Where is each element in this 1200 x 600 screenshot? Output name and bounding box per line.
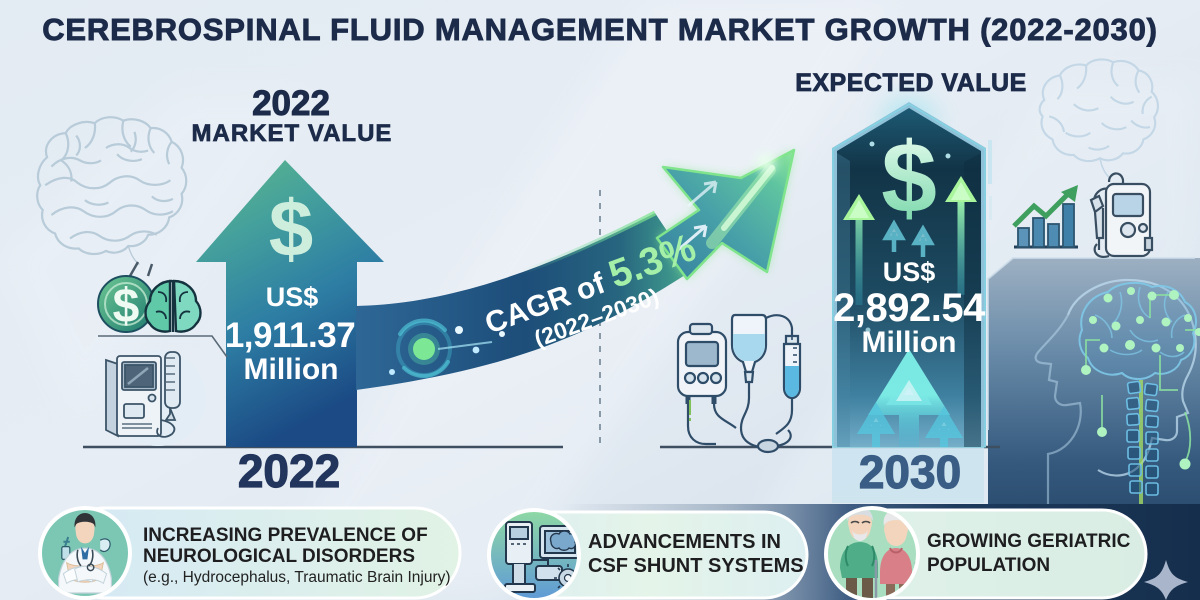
svg-text:US$: US$ <box>883 257 936 287</box>
svg-text:US$: US$ <box>266 282 319 312</box>
svg-text:MARKET VALUE: MARKET VALUE <box>192 120 393 147</box>
svg-text:CSF SHUNT SYSTEMS: CSF SHUNT SYSTEMS <box>588 555 804 577</box>
svg-text:2,892.54: 2,892.54 <box>833 286 986 330</box>
svg-text:$: $ <box>269 184 314 273</box>
svg-text:2030: 2030 <box>859 446 961 498</box>
svg-text:NEUROLOGICAL DISORDERS: NEUROLOGICAL DISORDERS <box>143 546 415 567</box>
svg-text:1,911.37: 1,911.37 <box>225 316 355 355</box>
svg-text:2022: 2022 <box>238 445 340 497</box>
svg-text:CEREBROSPINAL FLUID MANAGEMENT: CEREBROSPINAL FLUID MANAGEMENT MARKET GR… <box>42 12 1158 47</box>
svg-text:$: $ <box>881 122 937 234</box>
svg-text:POPULATION: POPULATION <box>927 555 1050 576</box>
svg-text:Million: Million <box>862 326 957 359</box>
svg-text:Million: Million <box>244 353 339 386</box>
svg-text:EXPECTED VALUE: EXPECTED VALUE <box>795 69 1027 97</box>
svg-text:ADVANCEMENTS IN: ADVANCEMENTS IN <box>588 531 781 553</box>
svg-text:(e.g., Hydrocephalus, Traumati: (e.g., Hydrocephalus, Traumatic Brain In… <box>143 569 451 586</box>
svg-text:GROWING GERIATRIC: GROWING GERIATRIC <box>927 531 1131 552</box>
svg-text:$: $ <box>113 280 140 333</box>
svg-text:2022: 2022 <box>252 84 330 123</box>
svg-text:INCREASING PREVALENCE OF: INCREASING PREVALENCE OF <box>143 525 428 546</box>
